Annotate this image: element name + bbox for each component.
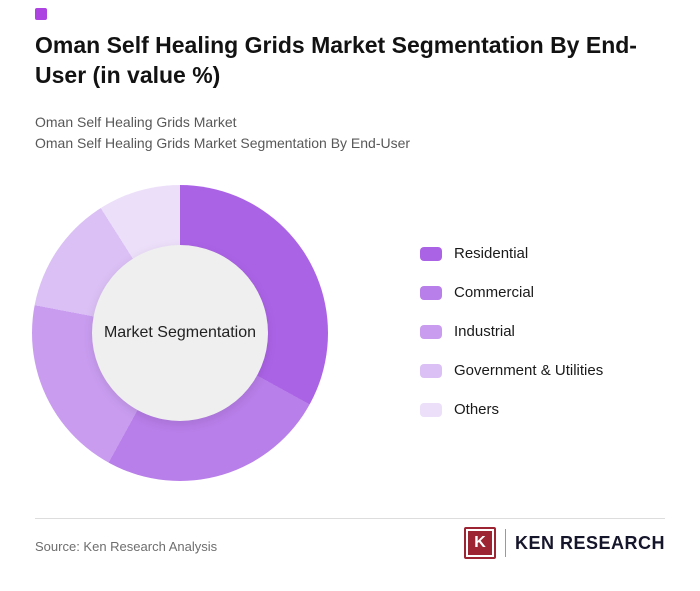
subtitle-line-1: Oman Self Healing Grids Market: [35, 114, 237, 130]
subtitle-block: Oman Self Healing Grids Market Oman Self…: [35, 112, 410, 154]
legend-label: Government & Utilities: [454, 362, 604, 379]
legend-item: Residential: [420, 245, 603, 262]
accent-square: [35, 8, 47, 20]
subtitle-line-2: Oman Self Healing Grids Market Segmentat…: [35, 135, 411, 151]
source-text: Source: Ken Research Analysis: [35, 539, 218, 554]
ken-research-logo-icon: K: [463, 527, 496, 559]
legend-label: Others: [454, 401, 500, 418]
donut-center: Market Segmentation: [92, 245, 268, 421]
page-title: Oman Self Healing Grids Market Segmentat…: [35, 32, 637, 89]
logo-divider: [504, 529, 506, 557]
legend-item: Industrial: [420, 323, 603, 340]
legend-swatch: [420, 363, 442, 378]
legend-swatch: [420, 402, 442, 417]
logo-letter: K: [467, 531, 492, 555]
legend-label: Commercial: [454, 284, 535, 301]
donut-center-label: Market Segmentation: [103, 324, 257, 341]
logo-text: KEN RESEARCH: [514, 532, 665, 553]
legend-item: Commercial: [420, 284, 603, 301]
legend-label: Residential: [454, 245, 529, 262]
legend-swatch: [420, 285, 442, 300]
chart-area: Market Segmentation: [32, 185, 328, 481]
footer-divider: [35, 518, 665, 519]
legend: Residential Commercial Industrial Governmen…: [420, 245, 604, 418]
legend-label: Industrial: [454, 323, 515, 340]
legend-item: Government & Utilities: [420, 362, 604, 379]
legend-item: Others: [420, 401, 603, 418]
legend-swatch: [420, 324, 442, 339]
brand-logo: K KEN RESEARCH: [463, 527, 665, 559]
legend-swatch: [420, 246, 442, 261]
